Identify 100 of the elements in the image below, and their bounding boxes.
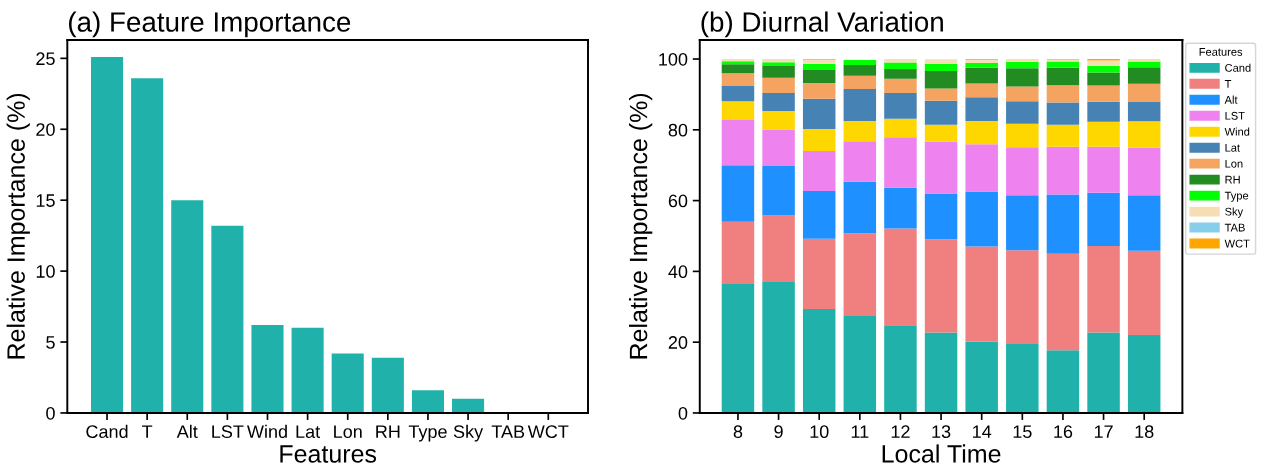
bar <box>251 325 284 413</box>
bar <box>965 62 998 68</box>
y-tick-label: 0 <box>678 406 688 420</box>
bar <box>721 85 755 102</box>
x-tick-label: 13 <box>932 425 951 439</box>
legend-label: Sky <box>1225 207 1244 218</box>
bar <box>721 284 755 413</box>
bar <box>924 193 958 240</box>
bar <box>802 191 836 239</box>
x-tick-label: WCT <box>527 425 569 439</box>
x-tick-label: 9 <box>774 425 783 439</box>
bar <box>1087 101 1120 122</box>
bar <box>1006 147 1039 196</box>
bar <box>1087 245 1120 333</box>
bar <box>762 77 795 93</box>
bar <box>843 65 877 76</box>
bar <box>1046 102 1080 125</box>
bar <box>762 66 795 78</box>
bar <box>924 141 958 194</box>
bar <box>884 137 917 188</box>
bar <box>965 341 998 413</box>
bar <box>924 124 958 142</box>
bar <box>924 88 958 101</box>
bar <box>1006 343 1039 413</box>
bar <box>1127 195 1161 251</box>
bar <box>1006 123 1039 148</box>
chart-title: (a) Feature Importance <box>69 11 351 38</box>
x-tick-label: 16 <box>1054 425 1073 439</box>
x-tick-label: TAB <box>491 425 525 438</box>
x-axis-title: Features <box>280 445 377 463</box>
bar <box>843 233 877 316</box>
bar <box>843 89 877 121</box>
bar <box>1046 350 1080 413</box>
bar <box>1127 250 1161 336</box>
legend-label: Wind <box>1224 127 1250 136</box>
bar <box>1127 61 1161 68</box>
bar <box>1046 194 1080 254</box>
bar <box>965 120 998 145</box>
bar <box>762 111 795 130</box>
y-tick-label: 15 <box>36 194 55 207</box>
legend-label: Type <box>1224 191 1249 202</box>
bar <box>131 78 164 413</box>
bar <box>1087 121 1120 147</box>
x-tick-label: 17 <box>1094 425 1113 438</box>
bar <box>843 120 877 142</box>
y-tick-label: 20 <box>36 123 55 136</box>
bar <box>843 60 877 66</box>
bar <box>721 64 755 74</box>
legend-label: Alt <box>1224 95 1238 104</box>
bar <box>843 181 877 234</box>
bar <box>1006 68 1039 87</box>
x-tick-label: 10 <box>810 425 829 439</box>
bar <box>1006 101 1039 124</box>
bar <box>924 332 958 413</box>
bar <box>802 63 836 70</box>
bar <box>965 246 998 342</box>
bar <box>1046 146 1080 195</box>
bar <box>965 144 998 192</box>
bar <box>452 398 485 413</box>
bar <box>1046 253 1080 351</box>
bar <box>924 71 958 89</box>
bar <box>721 221 755 285</box>
x-tick-label: T <box>142 425 153 438</box>
x-tick-label: 11 <box>851 425 869 438</box>
x-tick-label: 8 <box>733 425 743 439</box>
chart-title: (b) Diurnal Variation <box>701 11 943 38</box>
legend-title: Features <box>1199 48 1243 56</box>
bar <box>1006 195 1039 251</box>
y-tick-label: 0 <box>46 406 55 420</box>
y-tick-label: 100 <box>659 52 688 66</box>
bar <box>171 200 204 413</box>
bar <box>721 73 755 86</box>
bar <box>802 238 836 309</box>
bar <box>965 191 998 247</box>
bar <box>721 101 755 120</box>
x-tick-label: Lon <box>334 425 362 439</box>
y-tick-label: 80 <box>668 123 688 137</box>
bar <box>965 97 998 121</box>
legend-label: RH <box>1225 175 1240 184</box>
bar <box>371 357 404 413</box>
bar <box>1127 101 1161 122</box>
legend-label: WCT <box>1224 239 1250 248</box>
bar <box>1127 83 1161 102</box>
bar <box>884 68 917 79</box>
bar <box>884 78 917 93</box>
y-axis-title: Relative Importance (%) <box>6 93 30 359</box>
bar <box>802 83 836 99</box>
bar <box>1087 332 1120 413</box>
bar <box>802 151 836 192</box>
y-tick-label: 20 <box>668 336 688 349</box>
x-tick-label: 12 <box>891 425 910 438</box>
y-tick-label: 60 <box>668 194 688 208</box>
bar <box>1087 146 1120 193</box>
legend-label: LST <box>1225 111 1245 120</box>
bar <box>762 282 795 413</box>
bar <box>762 165 795 216</box>
y-axis-title: Relative Importance (%) <box>628 93 653 359</box>
bar <box>721 165 755 222</box>
y-tick-label: 10 <box>36 265 55 278</box>
bar <box>884 118 917 138</box>
